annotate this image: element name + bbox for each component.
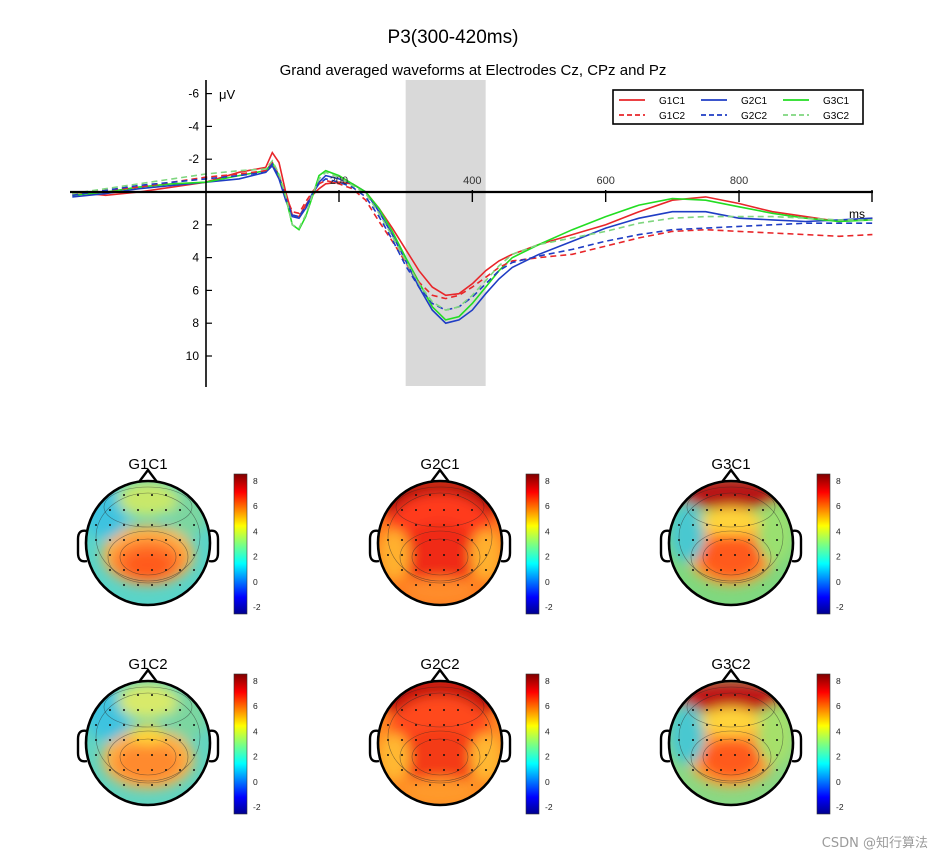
series-g1c1-line xyxy=(72,150,873,297)
colorbar-tick-label: 8 xyxy=(836,676,841,686)
colorbar xyxy=(525,673,540,815)
colorbar-tick-label: -2 xyxy=(836,602,844,612)
colorbar-tick-label: 2 xyxy=(545,552,550,562)
y-tick-label: 10 xyxy=(186,349,200,363)
colorbar-tick-label: 4 xyxy=(253,526,258,536)
watermark: CSDN @知行算法 xyxy=(821,836,928,851)
colorbar xyxy=(816,473,831,615)
topomap-label: G3C2 xyxy=(711,656,750,673)
colorbar-tick-label: 8 xyxy=(545,476,550,486)
legend-label-g2c1: G2C1 xyxy=(741,96,768,107)
colorbar-tick-label: -2 xyxy=(253,602,261,612)
topomap-g1c2: G1C2 8 6 4 2 0 -2 xyxy=(76,656,261,815)
topomap-label: G2C1 xyxy=(420,456,459,473)
y-axis-label: μV xyxy=(219,87,235,102)
colorbar xyxy=(525,473,540,615)
y-tick-label: 2 xyxy=(192,218,199,232)
topomap-g3c2: G3C2 8 6 4 2 0 -2 xyxy=(659,656,844,815)
colorbar-tick-label: -2 xyxy=(545,602,553,612)
p3-time-window xyxy=(405,80,486,386)
chart-subtitle: Grand averaged waveforms at Electrodes C… xyxy=(280,62,667,79)
colorbar-tick-label: 8 xyxy=(253,676,258,686)
colorbar xyxy=(233,673,248,815)
colorbar xyxy=(816,673,831,815)
colorbar-tick-label: 4 xyxy=(836,726,841,736)
colorbar-tick-label: 6 xyxy=(253,701,258,711)
colorbar-tick-label: 4 xyxy=(545,726,550,736)
colorbar-tick-label: 4 xyxy=(253,726,258,736)
x-tick-label: 400 xyxy=(463,175,481,187)
y-tick-label: -4 xyxy=(188,119,199,133)
series-g2c2-line xyxy=(72,162,873,311)
colorbar-tick-label: 4 xyxy=(836,526,841,536)
colorbar-tick-label: 8 xyxy=(836,476,841,486)
colorbar-tick-label: 0 xyxy=(545,777,550,787)
colorbar xyxy=(233,473,248,615)
topomap-label: G1C2 xyxy=(128,656,167,673)
series-g3c2-line xyxy=(72,159,873,311)
colorbar-tick-label: 6 xyxy=(545,701,550,711)
colorbar-tick-label: 8 xyxy=(545,676,550,686)
colorbar-tick-label: 6 xyxy=(253,501,258,511)
erp-waveform-chart: P3(300-420ms) Grand averaged waveforms a… xyxy=(70,27,873,387)
legend-label-g1c2: G1C2 xyxy=(659,111,686,122)
legend-label-g1c1: G1C1 xyxy=(659,96,686,107)
topomap-label: G1C1 xyxy=(128,456,167,473)
colorbar-tick-label: 0 xyxy=(836,777,841,787)
colorbar-tick-label: 0 xyxy=(545,577,550,587)
x-tick-label: 800 xyxy=(730,175,748,187)
x-tick-label: 600 xyxy=(597,175,615,187)
x-tick-label: 200 xyxy=(330,175,348,187)
colorbar-tick-label: -2 xyxy=(253,802,261,812)
colorbar-tick-label: 0 xyxy=(836,577,841,587)
y-tick-label: 4 xyxy=(192,251,199,265)
colorbar-tick-label: -2 xyxy=(836,802,844,812)
y-tick-label: 6 xyxy=(192,283,199,297)
colorbar-tick-label: 2 xyxy=(545,752,550,762)
y-tick-label: -6 xyxy=(188,87,199,101)
topomap-g2c1: G2C1 8 6 4 2 0 -2 xyxy=(368,456,553,615)
colorbar-tick-label: 0 xyxy=(253,577,258,587)
y-tick-label: -2 xyxy=(188,152,199,166)
topomap-g2c2: G2C2 8 6 4 2 0 -2 xyxy=(368,656,553,815)
colorbar-tick-label: 2 xyxy=(253,552,258,562)
topomap-g3c1: G3C1 8 6 4 2 0 -2 xyxy=(659,456,844,615)
topomap-label: G3C1 xyxy=(711,456,750,473)
legend-label-g3c1: G3C1 xyxy=(823,96,850,107)
chart-title: P3(300-420ms) xyxy=(388,27,519,48)
legend-label-g3c2: G3C2 xyxy=(823,111,850,122)
x-axis-label: ms xyxy=(849,207,865,221)
colorbar-tick-label: 0 xyxy=(253,777,258,787)
topomap-label: G2C2 xyxy=(420,656,459,673)
topographic-maps: G1C1 8 6 4 2 0 -2 G2C1 8 6 4 2 0 -2 G3C1 8 6 4 2 0 -2 G1C2 8 6 4… xyxy=(76,456,844,815)
colorbar-tick-label: -2 xyxy=(545,802,553,812)
colorbar-tick-label: 6 xyxy=(836,501,841,511)
colorbar-tick-label: 2 xyxy=(836,552,841,562)
colorbar-tick-label: 6 xyxy=(836,701,841,711)
colorbar-tick-label: 8 xyxy=(253,476,258,486)
y-tick-label: 8 xyxy=(192,316,199,330)
legend-box xyxy=(612,89,864,125)
colorbar-tick-label: 2 xyxy=(836,752,841,762)
colorbar-tick-label: 2 xyxy=(253,752,258,762)
colorbar-tick-label: 4 xyxy=(545,526,550,536)
topomap-g1c1: G1C1 8 6 4 2 0 -2 xyxy=(76,456,261,615)
colorbar-tick-label: 6 xyxy=(545,501,550,511)
legend-label-g2c2: G2C2 xyxy=(741,111,768,122)
legend: G1C1 G2C1 G3C1 G1C2 G2C2 G3C2 xyxy=(612,89,864,125)
